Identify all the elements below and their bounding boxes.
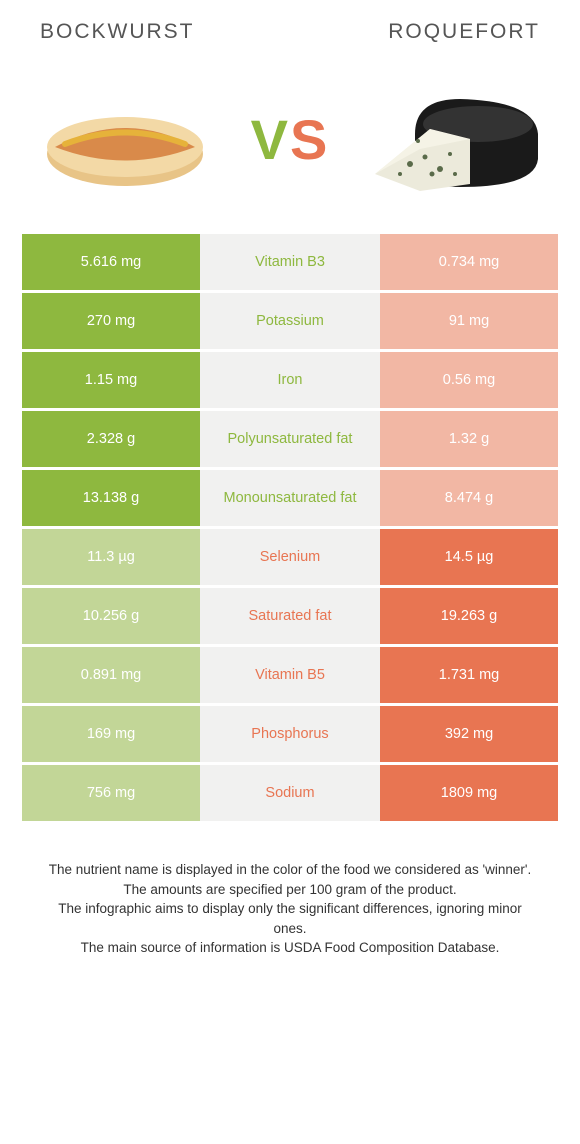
left-value: 5.616 mg: [22, 234, 200, 290]
table-row: 11.3 µgSelenium14.5 µg: [22, 529, 558, 585]
left-value: 2.328 g: [22, 411, 200, 467]
nutrient-label: Iron: [200, 352, 380, 408]
table-row: 2.328 gPolyunsaturated fat1.32 g: [22, 411, 558, 467]
nutrient-label: Phosphorus: [200, 706, 380, 762]
left-value: 10.256 g: [22, 588, 200, 644]
bockwurst-image: [30, 74, 220, 204]
table-row: 10.256 gSaturated fat19.263 g: [22, 588, 558, 644]
table-row: 756 mgSodium1809 mg: [22, 765, 558, 821]
nutrient-label: Polyunsaturated fat: [200, 411, 380, 467]
left-value: 0.891 mg: [22, 647, 200, 703]
left-value: 1.15 mg: [22, 352, 200, 408]
right-value: 19.263 g: [380, 588, 558, 644]
table-row: 0.891 mgVitamin B51.731 mg: [22, 647, 558, 703]
left-value: 169 mg: [22, 706, 200, 762]
right-value: 91 mg: [380, 293, 558, 349]
nutrient-label: Vitamin B3: [200, 234, 380, 290]
roquefort-image: [360, 74, 550, 204]
table-row: 5.616 mgVitamin B30.734 mg: [22, 234, 558, 290]
nutrient-label: Potassium: [200, 293, 380, 349]
comparison-table: 5.616 mgVitamin B30.734 mg270 mgPotassiu…: [0, 234, 580, 821]
right-value: 392 mg: [380, 706, 558, 762]
footnote-line: The main source of information is USDA F…: [40, 938, 540, 958]
nutrient-label: Monounsaturated fat: [200, 470, 380, 526]
title-left: BOCKWURST: [40, 20, 195, 44]
footnote-line: The nutrient name is displayed in the co…: [40, 860, 540, 880]
vs-s: S: [290, 108, 329, 171]
title-right: ROQUEFORT: [388, 20, 540, 44]
left-value: 11.3 µg: [22, 529, 200, 585]
table-row: 13.138 gMonounsaturated fat8.474 g: [22, 470, 558, 526]
vs-v: V: [251, 108, 290, 171]
table-row: 270 mgPotassium91 mg: [22, 293, 558, 349]
left-value: 756 mg: [22, 765, 200, 821]
vs-label: VS: [251, 107, 330, 172]
right-value: 0.56 mg: [380, 352, 558, 408]
right-value: 1.32 g: [380, 411, 558, 467]
footnotes: The nutrient name is displayed in the co…: [0, 824, 580, 978]
left-value: 270 mg: [22, 293, 200, 349]
nutrient-label: Selenium: [200, 529, 380, 585]
right-value: 1809 mg: [380, 765, 558, 821]
right-value: 0.734 mg: [380, 234, 558, 290]
nutrient-label: Saturated fat: [200, 588, 380, 644]
table-row: 169 mgPhosphorus392 mg: [22, 706, 558, 762]
right-value: 1.731 mg: [380, 647, 558, 703]
left-value: 13.138 g: [22, 470, 200, 526]
image-row: VS: [0, 54, 580, 234]
footnote-line: The infographic aims to display only the…: [40, 899, 540, 938]
header: BOCKWURST ROQUEFORT: [0, 0, 580, 54]
table-row: 1.15 mgIron0.56 mg: [22, 352, 558, 408]
nutrient-label: Vitamin B5: [200, 647, 380, 703]
nutrient-label: Sodium: [200, 765, 380, 821]
right-value: 14.5 µg: [380, 529, 558, 585]
footnote-line: The amounts are specified per 100 gram o…: [40, 880, 540, 900]
right-value: 8.474 g: [380, 470, 558, 526]
